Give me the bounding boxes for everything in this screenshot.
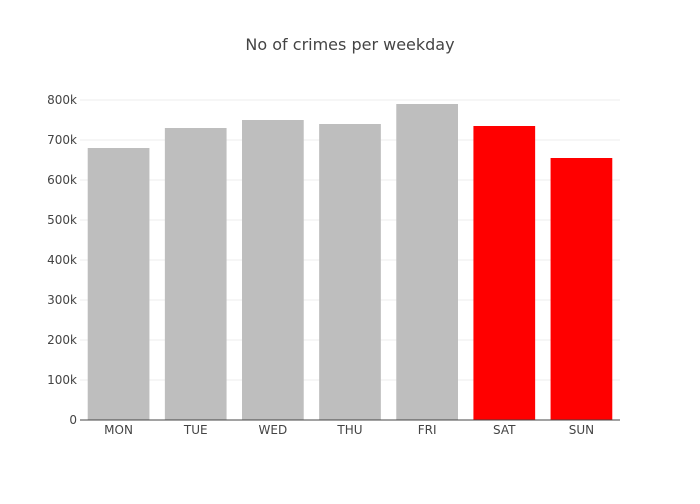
y-tick-label: 800k (47, 93, 77, 107)
x-axis-tick-labels: MON TUE WED THU FRI SAT SUN (104, 423, 594, 437)
y-tick-label: 700k (47, 133, 77, 147)
bars (87, 104, 613, 420)
x-tick-label: FRI (418, 423, 437, 437)
y-tick-label: 300k (47, 293, 77, 307)
x-tick-label: TUE (183, 423, 208, 437)
y-axis-tick-labels: 0 100k 200k 300k 400k 500k 600k 700k 800k (47, 93, 77, 427)
y-tick-label: 600k (47, 173, 77, 187)
bar-fri[interactable] (396, 104, 458, 420)
y-tick-label: 200k (47, 333, 77, 347)
y-tick-label: 100k (47, 373, 77, 387)
x-tick-label: SAT (493, 423, 516, 437)
y-tick-label: 0 (69, 413, 77, 427)
bar-wed[interactable] (242, 120, 304, 420)
bar-tue[interactable] (164, 128, 227, 420)
x-tick-label: WED (259, 423, 288, 437)
bar-sun[interactable] (550, 158, 613, 420)
y-tick-label: 500k (47, 213, 77, 227)
bar-mon[interactable] (87, 148, 150, 420)
x-tick-label: MON (104, 423, 133, 437)
bar-sat[interactable] (473, 126, 536, 420)
y-tick-label: 400k (47, 253, 77, 267)
x-tick-label: SUN (569, 423, 594, 437)
x-tick-label: THU (336, 423, 362, 437)
chart-title: No of crimes per weekday (245, 35, 454, 54)
bar-thu[interactable] (319, 124, 381, 420)
